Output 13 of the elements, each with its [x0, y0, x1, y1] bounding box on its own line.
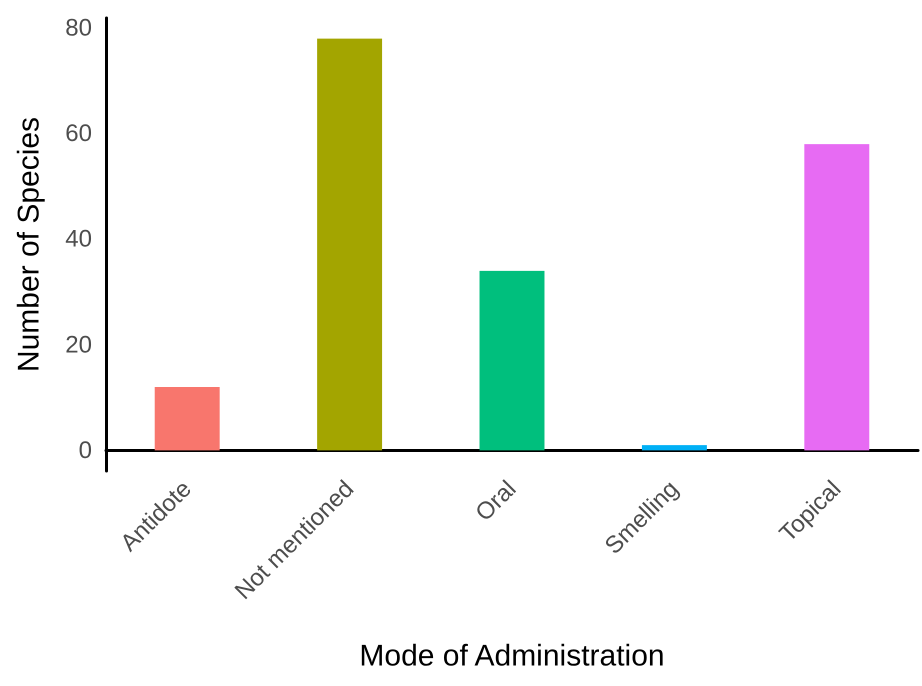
y-tick-label: 0	[78, 436, 92, 464]
y-axis-title: Number of Species	[12, 116, 46, 372]
bar	[317, 38, 382, 450]
bar	[804, 144, 870, 450]
bar	[642, 445, 707, 450]
y-tick-label: 40	[65, 226, 92, 253]
bar	[480, 270, 544, 450]
x-tick-label: Oral	[470, 475, 522, 527]
y-tick-label: 80	[65, 14, 92, 42]
y-tick-label: 60	[65, 120, 92, 148]
x-axis-title: Mode of Administration	[359, 640, 665, 672]
bar	[154, 387, 220, 450]
y-tick-label: 20	[65, 331, 92, 358]
